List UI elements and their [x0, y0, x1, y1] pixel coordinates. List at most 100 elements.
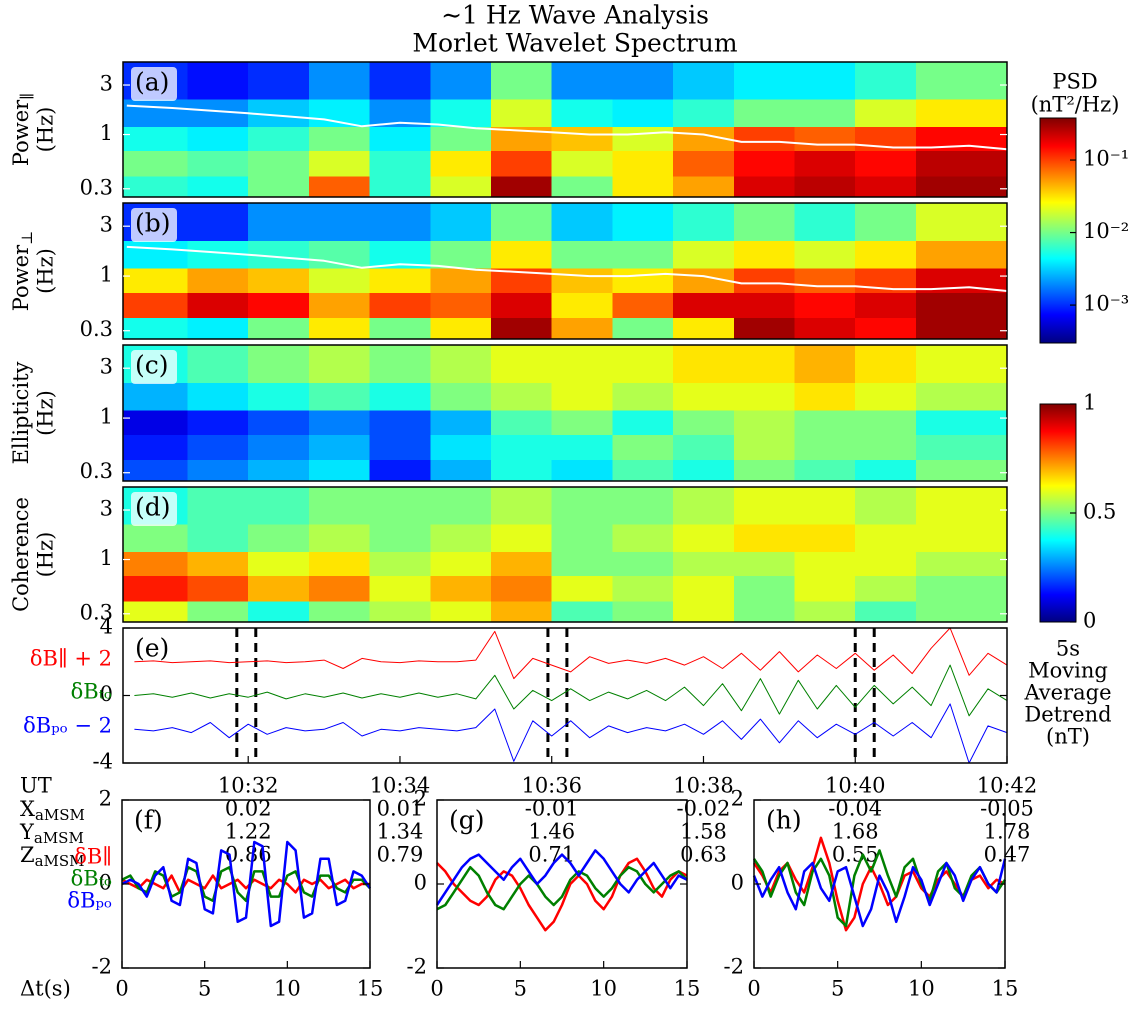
x-tick-label: 0 — [115, 977, 128, 1001]
heatmap-cell — [430, 240, 492, 269]
heatmap-cell — [123, 240, 188, 269]
heatmap-cell — [430, 551, 492, 577]
data-line — [121, 865, 371, 903]
heatmap-cell — [308, 551, 371, 577]
heatmap-cell — [248, 203, 310, 241]
heatmap-cell — [123, 98, 188, 127]
ephemeris-value: 1.46 — [528, 820, 575, 844]
heatmap-cell — [187, 317, 249, 340]
heatmap-cell — [369, 434, 431, 461]
heatmap-cell — [248, 487, 310, 525]
x-tick-label: 10:38 — [673, 774, 734, 798]
heatmap-cell — [855, 409, 917, 435]
heatmap-cell — [855, 434, 917, 461]
heatmap-cell — [551, 551, 613, 577]
label-box — [131, 350, 177, 384]
heatmap-cell — [187, 434, 249, 461]
heatmap-cell — [612, 240, 674, 269]
heatmap-cell — [794, 575, 856, 602]
heatmap-cell — [369, 62, 431, 100]
heatmap-cell — [855, 62, 917, 100]
legend-entry: δB∥ + 2 — [30, 647, 112, 671]
heatmap-cell — [430, 345, 492, 383]
heatmap-cell — [430, 382, 492, 411]
heatmap-cell — [794, 267, 856, 293]
heatmap-cell — [673, 345, 735, 383]
heatmap-cell — [369, 345, 431, 383]
data-line — [435, 849, 688, 906]
y-axis-label-main: Power — [9, 99, 33, 166]
heatmap-cell — [491, 551, 553, 577]
heatmap-cell — [915, 600, 1008, 623]
heatmap-cell — [855, 600, 917, 623]
heatmap-cell — [733, 382, 796, 411]
heatmap-cell — [673, 150, 735, 177]
colorbar-title: PSD — [1052, 70, 1097, 94]
ephemeris-value: 1.78 — [984, 820, 1031, 844]
heatmap-cell — [733, 551, 796, 577]
panel-label: (d) — [135, 493, 171, 522]
heatmap-cell — [308, 267, 371, 293]
y-tick-label: 0.3 — [80, 317, 113, 341]
heatmap-cell — [248, 150, 310, 177]
heatmap-cell — [308, 575, 371, 602]
heatmap-cell — [733, 459, 796, 482]
heatmap-cell — [369, 150, 431, 177]
heatmap-cell — [612, 126, 674, 152]
heatmap-cell — [248, 600, 310, 623]
x-tick-label: 10:32 — [218, 774, 279, 798]
x-tick-label: 15 — [992, 977, 1019, 1001]
heatmap-cell — [612, 345, 674, 383]
heatmap-cell — [491, 600, 553, 623]
heatmap-cell — [430, 98, 492, 127]
heatmap-cell — [612, 98, 674, 127]
heatmap-cell — [187, 175, 249, 198]
panel-label: (b) — [135, 209, 171, 238]
label-box — [131, 67, 177, 101]
heatmap-cell — [915, 523, 1008, 552]
y-tick-label: 2 — [414, 787, 427, 811]
y-tick-label: 1 — [100, 121, 113, 145]
heatmap-cell — [308, 409, 371, 435]
heatmap-cell — [369, 551, 431, 577]
heatmap-cell — [612, 382, 674, 411]
heatmap-cell — [123, 551, 188, 577]
heatmap-cell — [794, 551, 856, 577]
ephemeris-label: XaMSM — [20, 797, 85, 825]
heatmap-cell — [794, 434, 856, 461]
y-tick-label: -2 — [92, 955, 112, 979]
heatmap-cell — [915, 292, 1008, 319]
panel-label: (e) — [135, 634, 169, 663]
ephemeris-label-main: X — [20, 797, 35, 821]
heatmap-cell — [248, 292, 310, 319]
heatmap-cell — [187, 292, 249, 319]
ephemeris-value: 1.68 — [832, 820, 879, 844]
y-tick-label: 3 — [100, 497, 113, 521]
heatmap-cell — [491, 62, 553, 100]
y-tick-label: 2 — [99, 787, 112, 811]
heatmap-cell — [369, 409, 431, 435]
heatmap-cell — [369, 523, 431, 552]
heatmap-cell — [612, 434, 674, 461]
ephemeris-label: ZaMSM — [20, 843, 85, 871]
panel-label: (a) — [135, 68, 169, 97]
heatmap-cell — [855, 345, 917, 383]
colorbar-title: (nT²/Hz) — [1031, 93, 1120, 117]
heatmap-cell — [551, 487, 613, 525]
heatmap-cell — [123, 523, 188, 552]
heatmap-cell — [915, 551, 1008, 577]
heatmap-cell — [369, 126, 431, 152]
heatmap-cell — [733, 267, 796, 293]
heatmap-cell — [430, 203, 492, 241]
y-axis-unit: (Hz) — [34, 390, 58, 436]
ephemeris-label-main: Z — [20, 843, 35, 867]
heatmap-cell — [733, 98, 796, 127]
heatmap-cell — [551, 62, 613, 100]
heatmap-cell — [430, 409, 492, 435]
heatmap-cell — [551, 98, 613, 127]
heatmap-cell — [794, 292, 856, 319]
y-tick-label: 3 — [100, 213, 113, 237]
x-tick-label: 10 — [908, 977, 935, 1001]
heatmap-cell — [187, 150, 249, 177]
